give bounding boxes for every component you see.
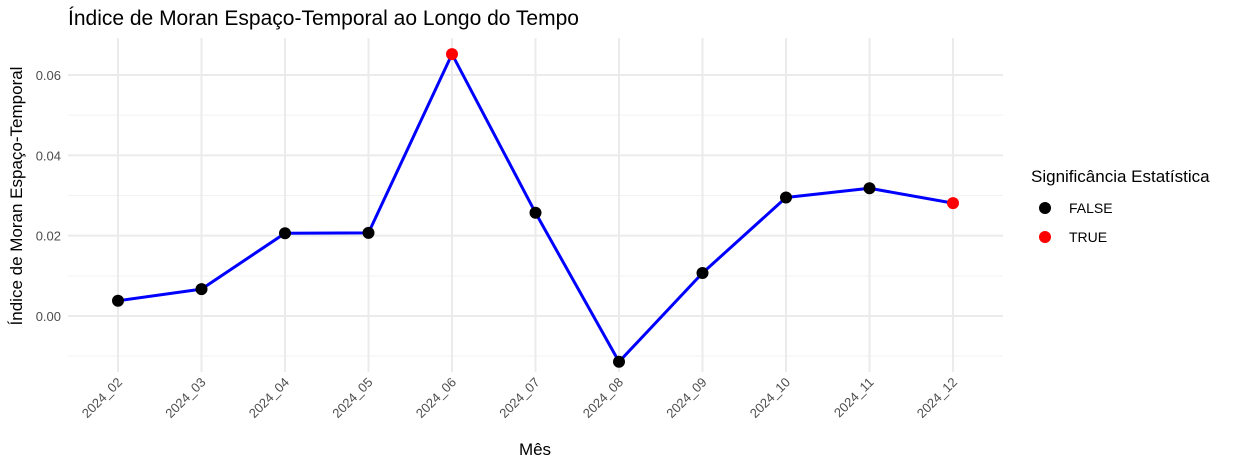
chart-title: Índice de Moran Espaço-Temporal ao Longo… — [68, 7, 579, 30]
x-axis-ticks: 2024_02 2024_03 2024_04 2024_05 2024_06 2024_… — [79, 375, 960, 421]
x-tick-label: 2024_11 — [831, 375, 877, 421]
data-point-2024_02 — [112, 294, 124, 307]
x-tick-label: 2024_06 — [413, 375, 459, 421]
legend-label-false: FALSE — [1069, 200, 1113, 216]
x-tick-label: 2024_05 — [329, 375, 375, 421]
data-point-2024_12 — [947, 197, 959, 210]
x-tick-label: 2024_03 — [162, 375, 208, 421]
data-point-2024_04 — [279, 227, 291, 240]
x-tick-label: 2024_10 — [747, 375, 793, 421]
legend-label-true: TRUE — [1069, 229, 1107, 245]
data-point-2024_06 — [446, 48, 458, 61]
y-tick-label: 0.00 — [36, 309, 61, 324]
data-point-2024_05 — [362, 226, 375, 239]
data-point-2024_11 — [863, 182, 876, 195]
x-tick-label: 2024_12 — [914, 375, 960, 421]
legend-key-false — [1039, 202, 1051, 214]
data-point-2024_09 — [696, 267, 709, 280]
x-tick-label: 2024_07 — [496, 375, 542, 421]
x-tick-label: 2024_04 — [246, 375, 292, 421]
data-point-2024_07 — [529, 206, 542, 219]
y-tick-label: 0.06 — [36, 68, 61, 83]
legend-title: Significância Estatística — [1031, 167, 1210, 186]
legend: Significância Estatística FALSE TRUE — [1031, 167, 1210, 245]
y-tick-label: 0.04 — [36, 148, 61, 163]
y-axis-title: Índice de Moran Espaço-Temporal — [7, 67, 26, 326]
data-point-2024_03 — [195, 283, 208, 296]
grid-layer — [68, 38, 1003, 372]
data-point-2024_08 — [613, 355, 625, 368]
x-tick-label: 2024_08 — [580, 375, 626, 421]
y-tick-label: 0.02 — [36, 229, 61, 244]
y-axis-ticks: 0.00 0.02 0.04 0.06 — [36, 68, 61, 324]
x-tick-label: 2024_09 — [663, 375, 709, 421]
data-point-2024_10 — [780, 191, 792, 204]
x-tick-label: 2024_02 — [79, 375, 125, 421]
series-layer — [112, 48, 959, 368]
x-axis-title: Mês — [519, 440, 551, 459]
legend-key-true — [1039, 231, 1051, 243]
